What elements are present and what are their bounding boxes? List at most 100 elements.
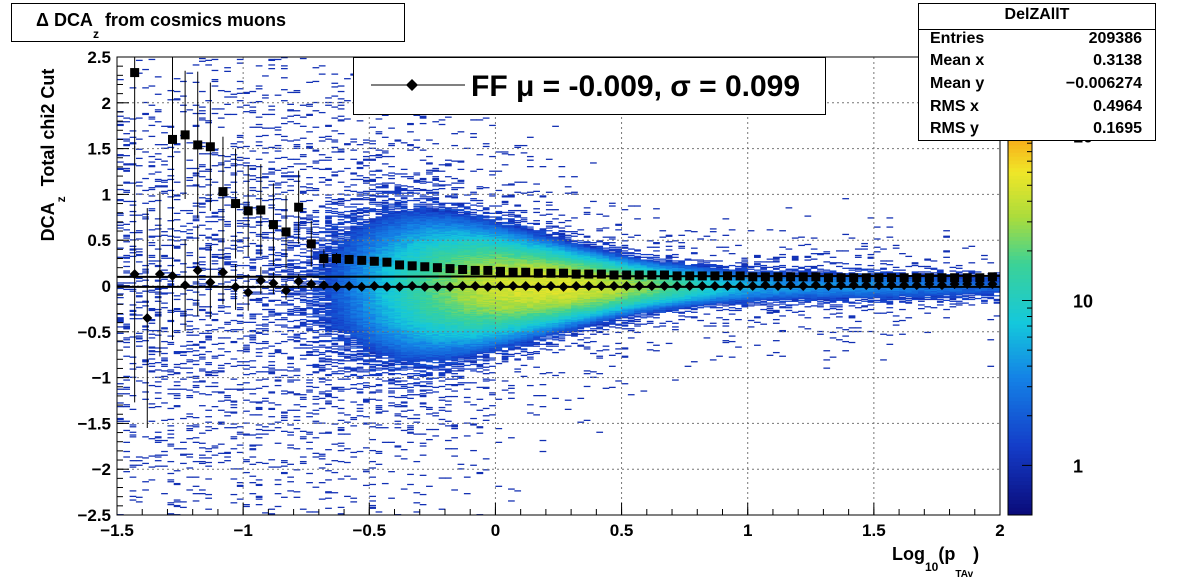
heatmap-cell (217, 298, 225, 301)
heatmap-cell (293, 333, 301, 335)
heatmap-cell (394, 309, 402, 312)
heatmap-cell (413, 292, 421, 294)
heatmap-cell (249, 321, 257, 323)
heatmap-cell (394, 361, 402, 363)
heatmap-cell (268, 367, 276, 369)
heatmap-cell (312, 346, 320, 348)
heatmap-cell (344, 264, 351, 266)
heatmap-cell (407, 366, 414, 368)
heatmap-cell (413, 198, 421, 200)
heatmap-cell (287, 444, 294, 446)
heatmap-cell (224, 452, 231, 454)
heatmap-cell (419, 315, 427, 317)
heatmap-cell (255, 342, 263, 345)
heatmap-cell (375, 223, 383, 225)
heatmap-cell (224, 329, 231, 332)
heatmap-cell (413, 227, 421, 229)
heatmap-cell (407, 247, 414, 249)
heatmap-cell (413, 304, 421, 306)
heatmap-cell (350, 313, 358, 315)
heatmap-cell (350, 226, 358, 228)
heatmap-cell (306, 329, 313, 331)
heatmap-cell (312, 337, 320, 339)
heatmap-cell (388, 256, 395, 258)
heatmap-cell (356, 178, 364, 181)
heatmap-cell (142, 189, 149, 192)
heatmap-cell (337, 279, 345, 281)
heatmap-cell (369, 355, 376, 357)
heatmap-cell (236, 322, 244, 324)
heatmap-cell (381, 328, 389, 330)
heatmap-cell (350, 242, 358, 244)
heatmap-cell (400, 290, 408, 292)
heatmap-cell (325, 256, 332, 258)
heatmap-cell (350, 329, 358, 331)
heatmap-cell (180, 314, 187, 316)
heatmap-cell (255, 177, 263, 179)
heatmap-cell (362, 300, 370, 302)
heatmap-cell (369, 319, 376, 322)
heatmap-cell (312, 316, 320, 318)
heatmap-cell (388, 203, 395, 205)
heatmap-cell (249, 434, 257, 436)
heatmap-cell (318, 288, 326, 291)
heatmap-cell (230, 412, 238, 414)
heatmap-cell (262, 371, 269, 373)
heatmap-cell (388, 282, 395, 284)
heatmap-cell (413, 242, 421, 245)
heatmap-cell (362, 296, 370, 298)
heatmap-cell (356, 193, 364, 195)
heatmap-cell (369, 332, 376, 334)
heatmap-cell (198, 275, 206, 277)
heatmap-cell (381, 308, 389, 311)
heatmap-cell (407, 299, 414, 302)
heatmap-cell (280, 57, 288, 59)
heatmap-cell (400, 213, 408, 215)
heatmap-cell (413, 318, 421, 321)
heatmap-cell (400, 282, 408, 284)
heatmap-cell (325, 274, 332, 276)
heatmap-cell (388, 175, 395, 177)
heatmap-cell (198, 358, 206, 360)
heatmap-cell (369, 298, 376, 301)
heatmap-cell (142, 177, 149, 180)
heatmap-cell (262, 264, 269, 267)
heatmap-cell (407, 216, 414, 218)
heatmap-cell (394, 240, 402, 242)
heatmap-cell (280, 243, 288, 246)
heatmap-cell (312, 371, 320, 373)
heatmap-cell (350, 214, 358, 216)
heatmap-cell (400, 221, 408, 224)
heatmap-cell (287, 274, 294, 276)
heatmap-cell (312, 270, 320, 272)
heatmap-cell (142, 462, 149, 465)
heatmap-cell (325, 246, 332, 248)
heatmap-cell (388, 380, 395, 382)
heatmap-cell (331, 227, 339, 229)
heatmap-cell (337, 269, 345, 271)
heatmap-cell (186, 489, 194, 491)
heatmap-cell (161, 234, 168, 236)
heatmap-cell (198, 166, 206, 168)
heatmap-cell (280, 269, 288, 271)
heatmap-cell (362, 329, 370, 331)
heatmap-cell (255, 256, 263, 258)
heatmap-cell (337, 181, 345, 183)
heatmap-cell (186, 109, 194, 111)
heatmap-cell (394, 270, 402, 272)
heatmap-cell (129, 434, 137, 436)
heatmap-cell (274, 238, 282, 240)
heatmap-cell (180, 354, 187, 356)
heatmap-cell (167, 341, 175, 344)
heatmap-cell (161, 357, 168, 359)
heatmap-cell (394, 350, 402, 352)
heatmap-cell (400, 294, 408, 296)
heatmap-cell (381, 326, 389, 328)
heatmap-cell (255, 291, 263, 293)
heatmap-cell (249, 334, 257, 336)
heatmap-cell (375, 360, 383, 362)
heatmap-cell (394, 335, 402, 337)
heatmap-cell (306, 340, 313, 343)
heatmap-cell (230, 158, 238, 160)
heatmap-cell (394, 205, 402, 207)
